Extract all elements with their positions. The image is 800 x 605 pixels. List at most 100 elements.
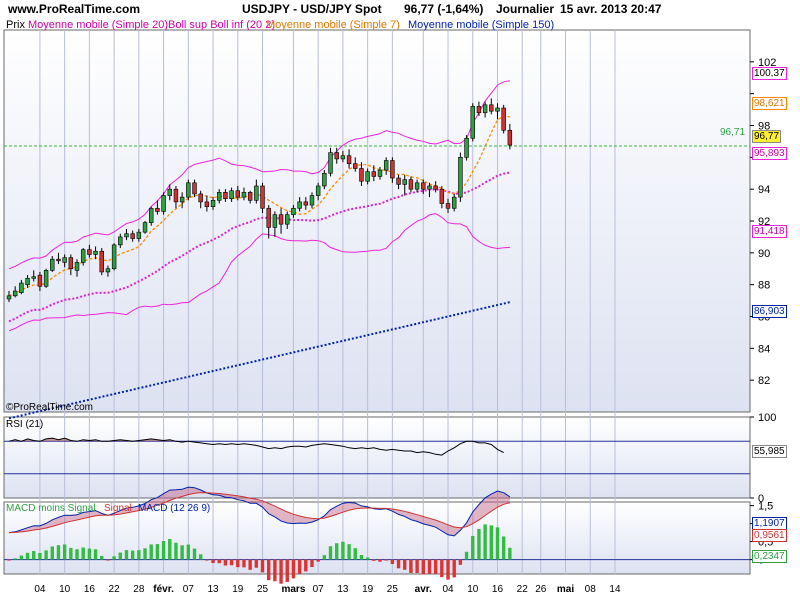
candle-body (458, 157, 463, 198)
macd-histogram-bar (458, 559, 463, 565)
macd-histogram-bar (273, 559, 277, 582)
candle-body (148, 207, 154, 223)
macd-line (8, 486, 511, 537)
candle-body (130, 233, 135, 239)
candle-body (309, 195, 315, 206)
macd-histogram-bar (409, 559, 413, 573)
x-tick-label: mai (557, 584, 574, 595)
candle-body (340, 155, 346, 160)
candle-body (142, 222, 148, 233)
candle-body (25, 277, 30, 285)
macd-histogram-bar (236, 559, 240, 568)
macd-histogram-bar (347, 544, 351, 560)
candle-body (272, 214, 278, 228)
macd-histogram-bar (508, 547, 512, 560)
candle-body (507, 129, 513, 146)
macd-histogram-bar (118, 552, 123, 560)
macd-histogram-bar (396, 559, 401, 569)
candle-body (383, 160, 389, 171)
legend-prix: Prix (6, 19, 25, 31)
ma20-line (8, 171, 511, 323)
candle-body (334, 152, 339, 160)
macd-histogram-bar (452, 559, 456, 578)
macd-histogram-bar (279, 559, 283, 584)
macd-histogram-bar (421, 559, 425, 575)
candle-body (433, 185, 438, 190)
candle-body (489, 104, 494, 112)
candle-body (402, 179, 407, 185)
macd-histogram-bar (62, 544, 67, 560)
candle-body (80, 249, 86, 263)
candle-body (328, 152, 333, 174)
x-tick-label: 10 (467, 584, 479, 595)
candle-body (68, 257, 74, 270)
candle-body (167, 188, 172, 196)
candle-body (439, 188, 445, 204)
x-tick-label: 22 (109, 584, 121, 595)
macd-histogram-bar (87, 548, 92, 560)
macd-histogram-bar (471, 535, 475, 560)
candle-body (6, 295, 12, 300)
y-tick-label: 94 (758, 184, 770, 196)
candle-body (229, 190, 234, 200)
macd-histogram-bar (316, 559, 320, 562)
candle-body (353, 163, 358, 169)
macd-histogram-bar (415, 559, 419, 574)
macd-histogram-bar (93, 549, 98, 560)
x-tick-label: févr. (153, 584, 174, 595)
macd-histogram-bar (285, 559, 289, 582)
macd-histogram-bar (310, 559, 314, 568)
label-rsi-last: 55,985 (752, 445, 787, 458)
macd-histogram-bar (180, 545, 184, 560)
x-tick-label: 13 (337, 584, 349, 595)
macd-histogram-bar (174, 542, 178, 560)
candle-body (427, 185, 432, 190)
candle-body (291, 207, 296, 215)
candle-body (445, 203, 451, 209)
label-close: 96,77 (752, 130, 782, 143)
macd-histogram-bar (365, 557, 370, 560)
candle-body (371, 171, 377, 177)
candle-body (192, 182, 197, 195)
legend-ma7: Moyenne mobile (Simple 7) (266, 19, 400, 31)
candle-body (210, 200, 216, 207)
macd-histogram-bar (464, 551, 469, 560)
x-tick-label: mars (281, 584, 305, 595)
candle-body (421, 182, 426, 190)
macd-histogram-bar (13, 558, 17, 560)
candle-body (105, 268, 111, 273)
macd-histogram-bar (106, 559, 110, 561)
macd-histogram-bar (322, 555, 327, 560)
macd-histogram-bar (248, 559, 252, 570)
candle-body (414, 182, 420, 190)
candle-body (451, 196, 457, 209)
x-tick-label: 07 (183, 584, 195, 595)
candle-body (470, 106, 475, 139)
macd-histogram-bar (390, 559, 395, 565)
y-tick-label: 90 (758, 248, 770, 260)
macd-histogram-bar (137, 550, 141, 560)
bollinger-upper-line (8, 80, 510, 270)
x-tick-label: 10 (59, 584, 71, 595)
x-tick-label: 25 (387, 584, 399, 595)
datetime-label: 15 avr. 2013 20:47 (560, 2, 662, 16)
legend-boll: Boll sup Boll inf (20 2) (168, 19, 275, 31)
site-title[interactable]: www.ProRealTime.com (8, 2, 141, 16)
macd-histogram-bar (446, 559, 450, 580)
macd-histogram-bar (359, 555, 364, 560)
macd-histogram-bar (335, 543, 339, 560)
macd-histogram-bar (403, 559, 407, 570)
candle-body (74, 262, 80, 271)
macd-histogram-bar (384, 559, 388, 561)
candle-body (278, 214, 284, 225)
candle-body (31, 276, 36, 279)
candle-body (62, 257, 67, 263)
y-tick-label: 88 (758, 280, 770, 292)
bollinger-lower-line (8, 213, 510, 332)
candle-body (235, 190, 241, 198)
macd-histogram-bar (242, 559, 246, 568)
candle-body (50, 258, 55, 271)
candle-body (315, 185, 321, 196)
candle-body (266, 207, 271, 228)
